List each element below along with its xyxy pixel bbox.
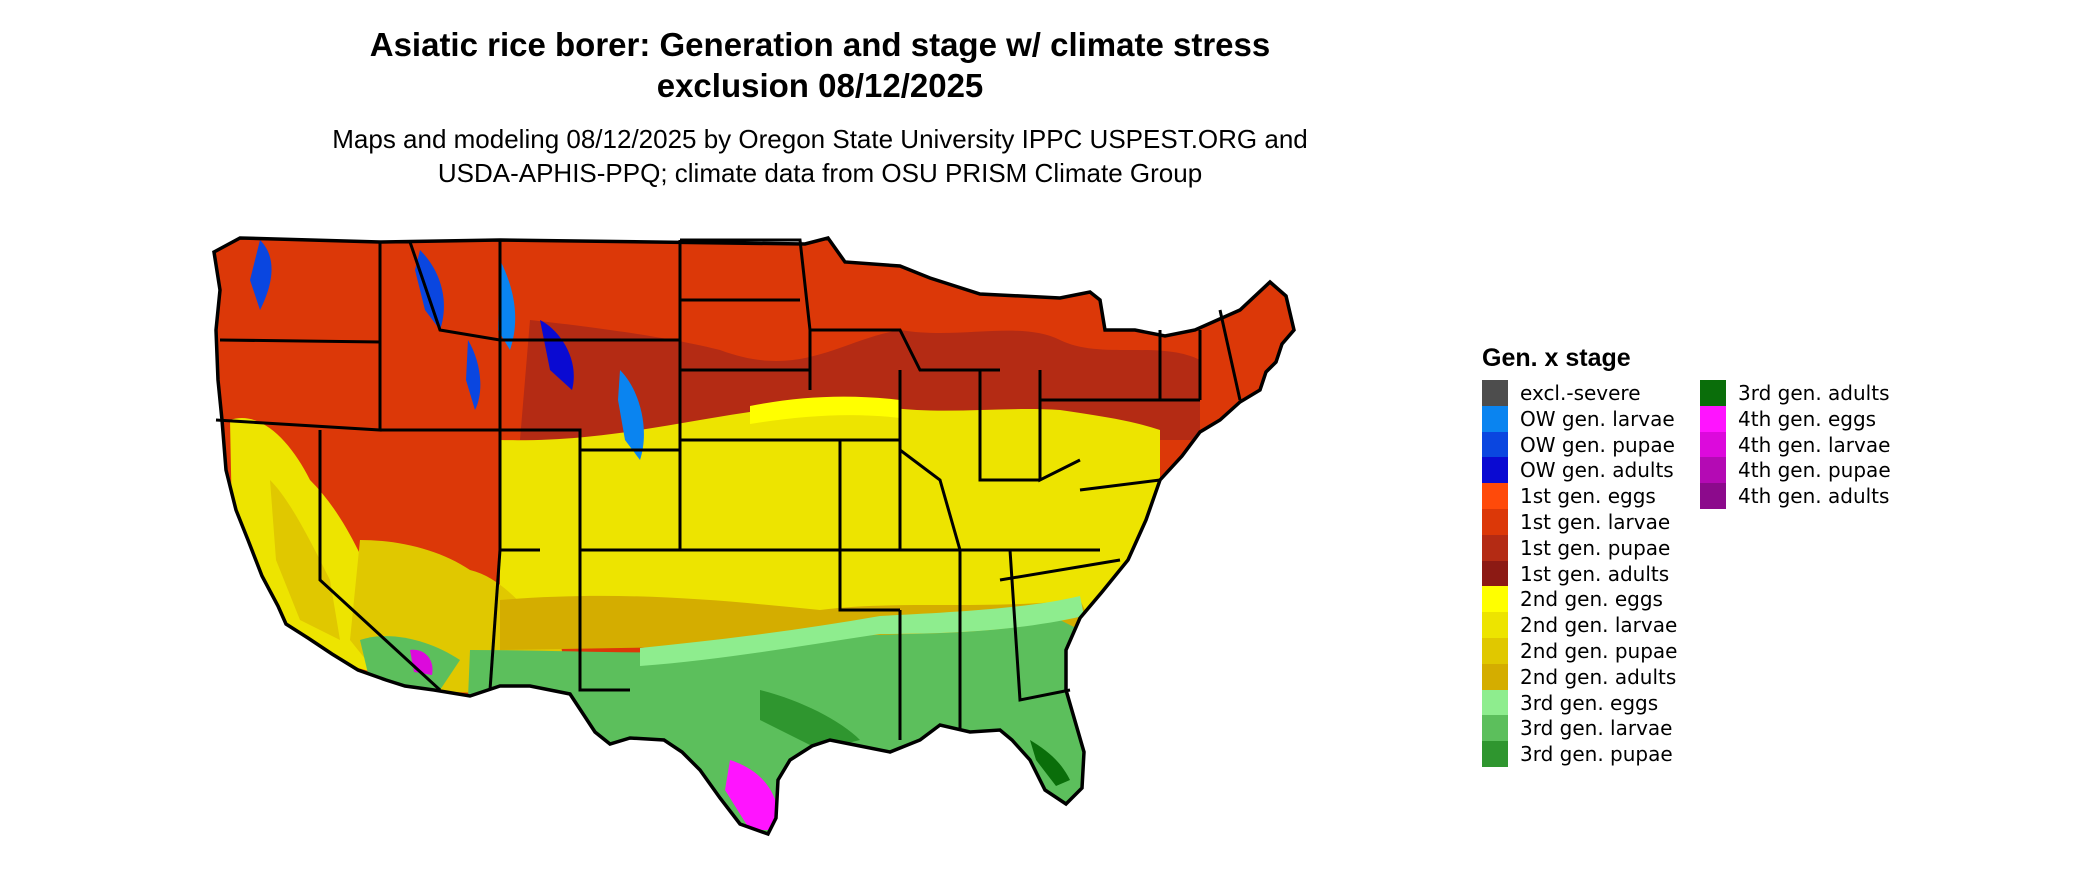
legend-swatch bbox=[1482, 586, 1508, 613]
border-ok-tx bbox=[680, 548, 900, 612]
region-ow-idaho bbox=[498, 260, 516, 350]
map-title: Asiatic rice borer: Generation and stage… bbox=[200, 24, 1440, 106]
legend-label: 4th gen. adults bbox=[1738, 484, 1890, 509]
map-subtitle: Maps and modeling 08/12/2025 by Oregon S… bbox=[200, 122, 1440, 190]
legend-swatch bbox=[1482, 508, 1508, 535]
border-va-nc bbox=[1079, 478, 1161, 492]
border-oh bbox=[1038, 370, 1081, 483]
region-3rd-gen-eggs bbox=[640, 596, 1084, 666]
region-ow-colorado bbox=[618, 370, 644, 460]
border-nm-tx bbox=[578, 550, 630, 692]
legend-label: 2nd gen. pupae bbox=[1520, 638, 1678, 663]
legend-label: 3rd gen. pupae bbox=[1520, 742, 1673, 767]
region-ow-northern-rockies bbox=[415, 250, 444, 330]
region-3rd-gen-adults bbox=[1030, 740, 1070, 786]
legend-label: 1st gen. larvae bbox=[1520, 509, 1671, 534]
subtitle-line-2: USDA-APHIS-PPQ; climate data from OSU PR… bbox=[437, 158, 1203, 188]
border-al-ga bbox=[1008, 549, 1071, 702]
legend-label: OW gen. pupae bbox=[1520, 432, 1675, 457]
legend-label: 4th gen. pupae bbox=[1738, 458, 1891, 483]
region-ow-cascades bbox=[250, 240, 272, 310]
region-ow-wyoming bbox=[466, 340, 481, 410]
subtitle-line-1: Maps and modeling 08/12/2025 by Oregon S… bbox=[332, 124, 1308, 154]
legend-label: 1st gen. eggs bbox=[1520, 484, 1656, 509]
legend-label: OW gen. adults bbox=[1520, 458, 1674, 483]
legend-swatch bbox=[1482, 741, 1508, 767]
us-outline bbox=[212, 236, 1296, 837]
stage-regions bbox=[214, 238, 1294, 834]
legend-label: excl.-severe bbox=[1520, 381, 1641, 405]
legend-label: OW gen. larvae bbox=[1520, 406, 1675, 431]
region-2nd-gen-larvae bbox=[500, 404, 1160, 620]
title-line-1: Asiatic rice borer: Generation and stage… bbox=[369, 26, 1271, 63]
region-ow-utah bbox=[540, 320, 574, 390]
legend-swatch bbox=[1482, 612, 1508, 638]
legend-label: 1st gen. pupae bbox=[1520, 535, 1671, 560]
legend-label: 1st gen. adults bbox=[1520, 561, 1670, 586]
legend-swatch bbox=[1482, 663, 1508, 690]
region-3rd-gen-larvae bbox=[460, 620, 1100, 834]
legend-label: 3rd gen. adults bbox=[1738, 381, 1890, 405]
legend-swatch bbox=[1482, 431, 1508, 458]
legend-swatch bbox=[1482, 715, 1508, 742]
legend-swatch bbox=[1482, 637, 1508, 664]
border-mn-ia-wi bbox=[810, 328, 1000, 372]
border-il bbox=[898, 370, 962, 551]
legend-swatch bbox=[1700, 431, 1726, 458]
border-mt-wy bbox=[498, 240, 682, 342]
region-west-2nd-gen-pupae bbox=[270, 480, 340, 640]
border-new-england bbox=[1158, 330, 1200, 402]
legend-swatch bbox=[1700, 457, 1726, 484]
region-4th-gen-texas bbox=[725, 760, 780, 830]
legend-swatch bbox=[1482, 405, 1508, 432]
legend-label: 4th gen. larvae bbox=[1738, 432, 1891, 457]
legend-label: 2nd gen. larvae bbox=[1520, 613, 1678, 638]
legend-label: 2nd gen. eggs bbox=[1520, 587, 1663, 612]
us-phenology-map bbox=[212, 236, 1296, 837]
legend-swatch bbox=[1482, 534, 1508, 561]
legend-swatch bbox=[1482, 689, 1508, 716]
border-ca-nv bbox=[318, 430, 442, 692]
legend-label: 3rd gen. eggs bbox=[1520, 690, 1659, 715]
border-az-nm bbox=[488, 549, 502, 691]
legend-label: 2nd gen. adults bbox=[1520, 664, 1677, 689]
region-2nd-gen-eggs bbox=[750, 396, 900, 424]
legend-swatch bbox=[1482, 483, 1508, 509]
border-nd-mn bbox=[680, 238, 812, 390]
legend-swatch bbox=[1700, 380, 1726, 406]
legend-swatch bbox=[1700, 483, 1726, 509]
legend-label: 3rd gen. larvae bbox=[1520, 716, 1673, 741]
legend-swatch bbox=[1482, 380, 1508, 406]
legend-title: Gen. x stage bbox=[1482, 344, 1631, 372]
legend-swatch bbox=[1700, 405, 1726, 432]
legend-label: 4th gen. eggs bbox=[1738, 406, 1877, 431]
region-3rd-gen-pupae bbox=[760, 690, 860, 750]
border-in bbox=[978, 370, 1040, 482]
border-nh-me bbox=[1218, 309, 1242, 401]
title-line-2: exclusion 08/12/2025 bbox=[656, 67, 984, 104]
state-borders bbox=[215, 238, 1242, 740]
legend-swatch bbox=[1482, 560, 1508, 587]
border-ut-co-nm bbox=[578, 450, 682, 552]
border-nc-sc bbox=[999, 558, 1121, 582]
legend-swatch bbox=[1482, 457, 1508, 484]
